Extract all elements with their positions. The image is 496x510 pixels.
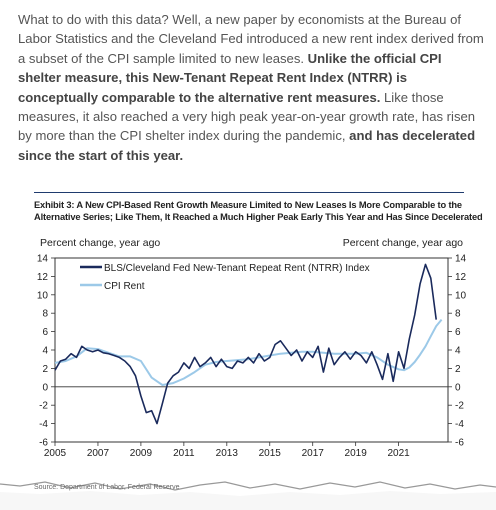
series-line-ntrr [54,263,437,425]
legend-label-cpi-rent: CPI Rent [104,281,145,292]
y-tick-label-right: 10 [455,290,467,301]
axes: -6 -6 -4 -4 -2 -2 0 0 2 2 4 4 6 6 8 8 10 10 12 12 14 14 2005 20… [37,254,467,460]
y-tick-label-left: -2 [39,401,48,412]
y-tick-label-right: -6 [455,438,464,449]
exhibit-title: Exhibit 3: A New CPI-Based Rent Growth M… [34,200,483,222]
x-tick-label: 2009 [130,448,153,459]
y-tick-label-left: 6 [42,327,48,338]
source-note: Source: Department of Labor, Federal Res… [34,484,180,491]
y-tick-label-right: -4 [455,419,464,430]
y-tick-label-left: 12 [37,272,49,283]
x-tick-label: 2021 [387,448,410,459]
y-tick-label-right: -2 [455,401,464,412]
y-tick-label-left: 4 [42,346,48,357]
y-tick-label-left: -4 [39,419,48,430]
y-tick-label-left: 8 [42,309,48,320]
y-tick-label-right: 12 [455,272,467,283]
y-tick-label-left: 2 [42,364,48,375]
x-tick-label: 2013 [216,448,239,459]
article-paragraph: What to do with this data? Well, a new p… [18,10,484,165]
y-tick-label-left: 0 [42,382,48,393]
y-tick-label-right: 2 [455,364,461,375]
series-lines [54,263,443,425]
y-axis-label-left: Percent change, year ago [40,237,160,249]
y-tick-label-right: 4 [455,346,461,357]
x-tick-label: 2007 [87,448,110,459]
exhibit-rule [34,192,464,193]
y-axis-label-right: Percent change, year ago [343,237,463,249]
y-tick-label-left: 10 [37,290,49,301]
rent-growth-chart: Percent change, year ago Percent change,… [37,237,467,460]
article-text-bold-1: Unlike the official CPI shelter measure,… [18,50,442,105]
y-tick-label-left: 14 [37,254,49,265]
x-tick-label: 2019 [345,448,368,459]
y-tick-label-right: 8 [455,309,461,320]
torn-edge [0,481,496,510]
article-text-bold-2: and has decelerated since the start of t… [18,128,476,163]
x-tick-label: 2015 [259,448,282,459]
article-text-2: Like those measures, it also reached a v… [18,89,476,144]
legend-label-ntrr: BLS/Cleveland Fed New-Tenant Repeat Rent… [104,263,370,274]
x-tick-label: 2005 [44,448,67,459]
y-tick-label-right: 14 [455,254,467,265]
y-tick-label-right: 6 [455,327,461,338]
y-tick-label-right: 0 [455,382,461,393]
x-tick-label: 2011 [173,448,195,459]
article-text-1: What to do with this data? Well, a new p… [18,12,484,66]
x-tick-label: 2017 [302,448,325,459]
legend: BLS/Cleveland Fed New-Tenant Repeat Rent… [80,263,370,292]
y-tick-label-left: -6 [39,438,48,449]
